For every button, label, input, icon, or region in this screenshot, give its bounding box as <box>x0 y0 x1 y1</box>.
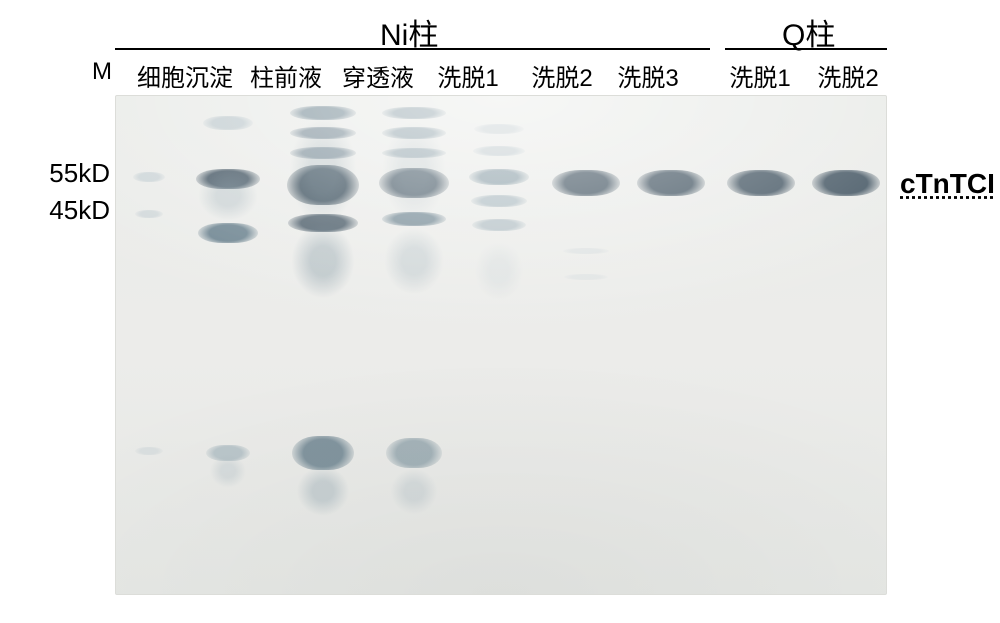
lane-label-marker: M <box>92 58 112 86</box>
group-bar-ni <box>115 48 710 50</box>
gel-band <box>469 169 528 185</box>
gel-band <box>563 248 610 254</box>
gel-band <box>564 274 607 280</box>
lane-label-ni-elute2: 洗脱2 <box>531 58 592 93</box>
gel-band <box>133 172 165 182</box>
gel-smear <box>208 451 248 491</box>
gel-band <box>474 124 524 134</box>
lane-label-ni-elute3: 洗脱3 <box>617 58 678 93</box>
gel-band <box>135 447 164 455</box>
gel-band <box>198 223 257 243</box>
gel-image <box>115 95 887 595</box>
gel-smear <box>195 166 261 226</box>
mw-label-45kd: 45kD <box>0 195 110 226</box>
gel-band <box>727 170 795 196</box>
lane-label-ni-elute1: 洗脱1 <box>437 58 498 93</box>
target-protein-label: cTnTCI <box>900 168 995 200</box>
gel-smear <box>294 461 352 521</box>
gel-smear <box>472 236 526 306</box>
gel-smear <box>379 111 450 231</box>
gel-figure: Ni柱 Q柱 M 细胞沉淀 柱前液 穿透液 洗脱1 洗脱2 洗脱3 洗脱1 洗脱… <box>0 0 1000 623</box>
lane-label-flowthrough: 穿透液 <box>342 58 414 93</box>
gel-smear <box>286 106 359 236</box>
gel-band <box>812 170 880 196</box>
gel-smear <box>381 221 447 301</box>
gel-band <box>472 219 526 231</box>
gel-smear <box>388 464 440 519</box>
mw-label-55kd: 55kD <box>0 158 110 189</box>
gel-band <box>203 116 253 130</box>
group-bar-q <box>725 48 887 50</box>
lane-label-q-elute1: 洗脱1 <box>729 58 790 93</box>
lane-label-pellet: 细胞沉淀 <box>137 58 233 93</box>
gel-band <box>473 146 525 156</box>
gel-band <box>471 195 527 207</box>
gel-band <box>552 170 620 196</box>
lane-label-q-elute2: 洗脱2 <box>817 58 878 93</box>
lane-label-precolumn: 柱前液 <box>250 58 322 93</box>
gel-band <box>637 170 705 196</box>
gel-band <box>135 210 164 218</box>
